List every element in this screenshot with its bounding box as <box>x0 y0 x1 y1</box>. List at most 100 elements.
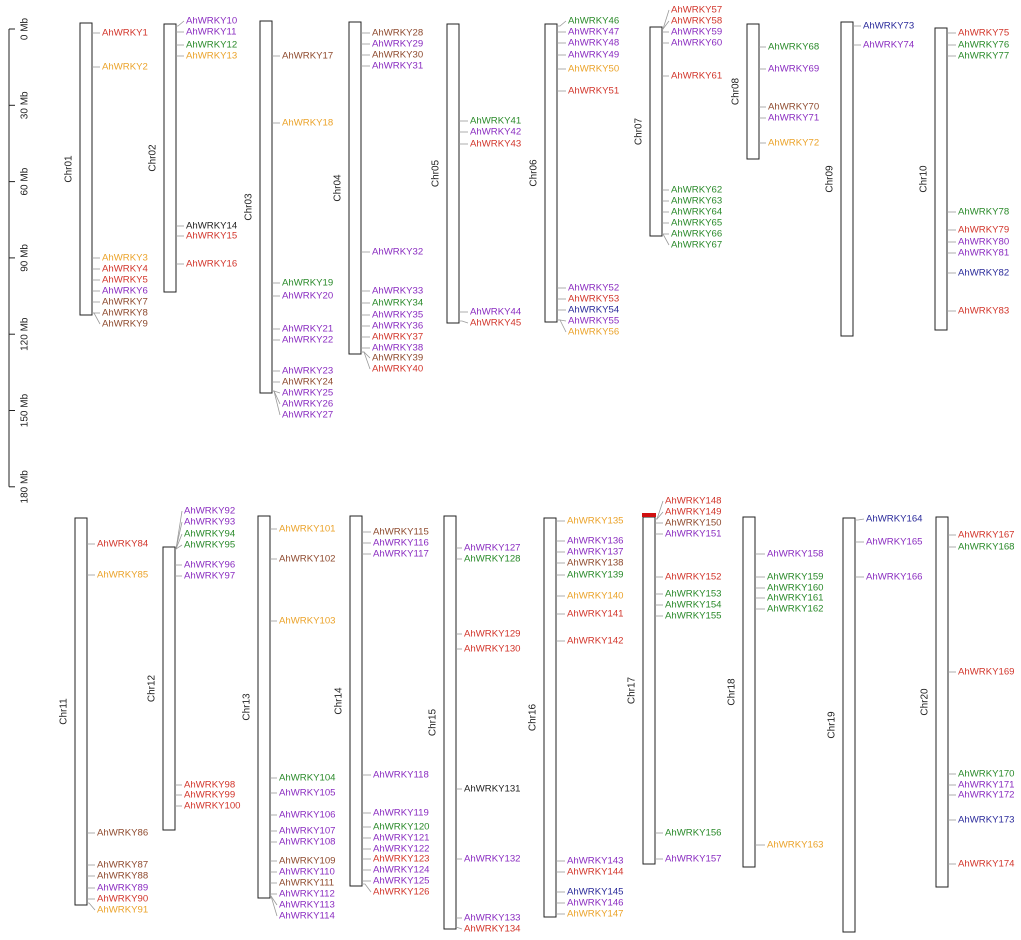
gene-label: AhWRKY128 <box>464 554 521 565</box>
gene-label: AhWRKY11 <box>186 27 236 38</box>
gene-label: AhWRKY70 <box>768 102 819 113</box>
gene-label: AhWRKY33 <box>372 286 423 297</box>
gene-label: AhWRKY132 <box>464 854 521 865</box>
scale-tick-label: 90 Mb <box>20 244 31 272</box>
chromosome-chr01: Chr01 AhWRKY1 AhWRKY2 AhWRKY3AhWRKY4AhWRKY5… <box>64 22 149 330</box>
gene-label: AhWRKY19 <box>282 278 333 289</box>
gene-label: AhWRKY3 <box>102 253 148 264</box>
gene-label: AhWRKY45 <box>470 318 521 329</box>
gene-label: AhWRKY44 <box>470 307 522 318</box>
gene-label: AhWRKY82 <box>958 268 1009 279</box>
gene-label: AhWRKY122 <box>373 844 430 855</box>
gene-label: AhWRKY169 <box>958 667 1015 678</box>
chromosome-name: Chr20 <box>920 688 931 716</box>
gene-label: AhWRKY64 <box>671 207 723 218</box>
gene-label: AhWRKY48 <box>568 38 619 49</box>
chromosome-name: Chr10 <box>919 165 930 193</box>
gene-label: AhWRKY40 <box>372 364 423 375</box>
gene-label: AhWRKY91 <box>97 905 148 916</box>
gene-label: AhWRKY117 <box>373 549 429 560</box>
gene-label: AhWRKY137 <box>567 547 624 558</box>
gene-label: AhWRKY96 <box>184 560 235 571</box>
gene-label: AhWRKY154 <box>665 600 722 611</box>
gene-label: AhWRKY151 <box>665 529 722 540</box>
centromere-marker <box>642 513 656 517</box>
gene-label: AhWRKY134 <box>464 924 521 935</box>
gene-label: AhWRKY111 <box>279 878 334 889</box>
chromosome-bar <box>74 517 88 906</box>
gene-label: AhWRKY76 <box>958 40 1009 51</box>
gene-label: AhWRKY89 <box>97 883 148 894</box>
gene-label: AhWRKY25 <box>282 388 333 399</box>
gene-label: AhWRKY135 <box>567 516 624 527</box>
gene-label: AhWRKY105 <box>279 788 336 799</box>
gene-label: AhWRKY87 <box>97 860 148 871</box>
gene-label: AhWRKY72 <box>768 138 819 149</box>
gene-label: AhWRKY66 <box>671 229 722 240</box>
gene-label: AhWRKY17 <box>282 51 333 62</box>
gene-label: AhWRKY35 <box>372 310 423 321</box>
gene-leader-line <box>361 351 371 370</box>
gene-leader-line <box>459 320 469 324</box>
chromosome-name: Chr15 <box>428 708 439 736</box>
gene-label: AhWRKY5 <box>102 275 148 286</box>
gene-leader-line <box>662 20 670 30</box>
chromosome-bar <box>742 516 756 868</box>
chromosome-chr19: Chr19 AhWRKY164 AhWRKY165 AhWRKY166 <box>827 514 923 933</box>
gene-label: AhWRKY75 <box>958 28 1009 39</box>
gene-label: AhWRKY51 <box>568 86 619 97</box>
gene-label: AhWRKY165 <box>866 537 923 548</box>
gene-label: AhWRKY98 <box>184 780 235 791</box>
chromosome-bar <box>935 516 949 888</box>
gene-label: AhWRKY78 <box>958 207 1009 218</box>
gene-label: AhWRKY155 <box>665 611 722 622</box>
gene-label: AhWRKY55 <box>568 316 619 327</box>
chromosome-name: Chr11 <box>59 698 70 725</box>
gene-label: AhWRKY108 <box>279 837 336 848</box>
gene-label: AhWRKY23 <box>282 366 333 377</box>
gene-label: AhWRKY1 <box>102 28 148 39</box>
gene-label: AhWRKY7 <box>102 297 148 308</box>
gene-label: AhWRKY92 <box>184 506 235 517</box>
gene-label: AhWRKY54 <box>568 305 620 316</box>
gene-label: AhWRKY142 <box>567 636 624 647</box>
gene-label: AhWRKY94 <box>184 529 236 540</box>
chromosome-bar <box>348 21 362 355</box>
gene-label: AhWRKY79 <box>958 225 1009 236</box>
gene-label: AhWRKY39 <box>372 353 423 364</box>
gene-label: AhWRKY2 <box>102 62 148 73</box>
gene-label: AhWRKY6 <box>102 286 148 297</box>
gene-leader-line <box>176 20 185 27</box>
chromosome-name: Chr14 <box>334 687 345 715</box>
gene-label: AhWRKY104 <box>279 773 336 784</box>
gene-label: AhWRKY150 <box>665 518 722 529</box>
gene-label: AhWRKY53 <box>568 294 619 305</box>
gene-label: AhWRKY126 <box>373 887 430 898</box>
chromosome-name: Chr18 <box>727 678 738 706</box>
gene-label: AhWRKY50 <box>568 64 619 75</box>
gene-label: AhWRKY10 <box>186 16 237 27</box>
gene-leader-line <box>557 20 567 27</box>
chromosome-name: Chr01 <box>64 155 75 183</box>
gene-label: AhWRKY120 <box>373 822 430 833</box>
gene-label: AhWRKY13 <box>186 51 237 62</box>
gene-label: AhWRKY46 <box>568 16 619 27</box>
chromosome-name: Chr06 <box>529 159 540 187</box>
gene-label: AhWRKY172 <box>958 790 1015 801</box>
gene-label: AhWRKY20 <box>282 291 333 302</box>
gene-label: AhWRKY145 <box>567 887 624 898</box>
chromosome-name: Chr12 <box>147 674 158 702</box>
gene-label: AhWRKY32 <box>372 247 423 258</box>
gene-label: AhWRKY123 <box>373 854 430 865</box>
scale-tick-label: 120 Mb <box>20 317 31 351</box>
gene-label: AhWRKY143 <box>567 856 624 867</box>
gene-label: AhWRKY118 <box>373 770 429 781</box>
gene-label: AhWRKY12 <box>186 40 237 51</box>
chromosome-chr11: Chr11AhWRKY84AhWRKY85AhWRKY86AhWRKY87AhW… <box>59 517 149 916</box>
gene-leader-line <box>175 544 183 550</box>
gene-label: AhWRKY14 <box>186 221 238 232</box>
gene-label: AhWRKY73 <box>863 21 914 32</box>
